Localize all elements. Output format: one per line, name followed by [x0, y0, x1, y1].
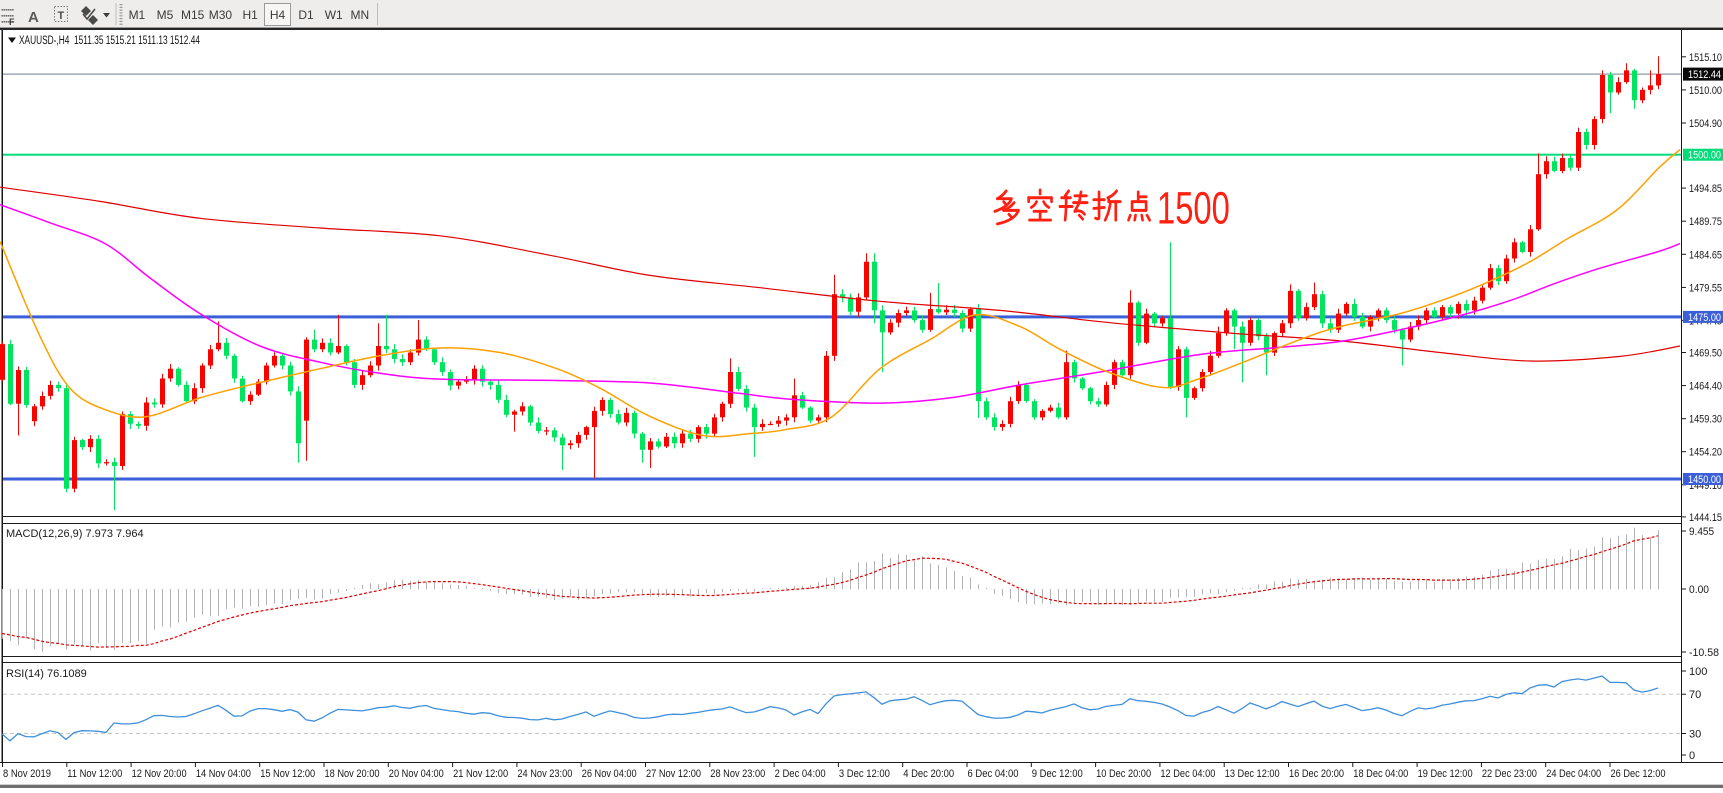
svg-text:28 Nov 23:00: 28 Nov 23:00 [710, 768, 765, 780]
svg-text:H4: H4 [270, 8, 286, 22]
svg-text:2 Dec 04:00: 2 Dec 04:00 [775, 768, 826, 780]
svg-text:10 Dec 20:00: 10 Dec 20:00 [1096, 768, 1151, 780]
svg-text:D1: D1 [298, 8, 314, 22]
svg-text:1500: 1500 [1157, 183, 1230, 233]
svg-text:1464.40: 1464.40 [1689, 381, 1722, 393]
svg-text:1450.00: 1450.00 [1688, 474, 1721, 486]
svg-text:26 Nov 04:00: 26 Nov 04:00 [582, 768, 637, 780]
svg-text:20 Nov 04:00: 20 Nov 04:00 [389, 768, 444, 780]
svg-text:MACD(12,26,9) 7.973 7.964: MACD(12,26,9) 7.973 7.964 [6, 528, 144, 540]
svg-text:1510.00: 1510.00 [1689, 85, 1722, 97]
svg-text:1459.30: 1459.30 [1689, 414, 1722, 426]
svg-text:1475.00: 1475.00 [1688, 312, 1721, 324]
svg-text:1484.65: 1484.65 [1689, 249, 1722, 261]
svg-text:M15: M15 [181, 8, 205, 22]
svg-text:9.455: 9.455 [1689, 526, 1714, 538]
svg-text:-10.58: -10.58 [1689, 647, 1719, 659]
svg-text:27 Nov 12:00: 27 Nov 12:00 [646, 768, 701, 780]
svg-text:16 Dec 20:00: 16 Dec 20:00 [1289, 768, 1344, 780]
svg-text:13 Dec 12:00: 13 Dec 12:00 [1225, 768, 1280, 780]
svg-text:1489.75: 1489.75 [1689, 216, 1722, 228]
svg-text:12 Nov 20:00: 12 Nov 20:00 [132, 768, 187, 780]
svg-text:M5: M5 [157, 8, 174, 22]
svg-text:26 Dec 12:00: 26 Dec 12:00 [1611, 768, 1666, 780]
svg-text:3 Dec 12:00: 3 Dec 12:00 [839, 768, 890, 780]
svg-text:W1: W1 [325, 8, 343, 22]
svg-text:H1: H1 [243, 8, 259, 22]
svg-text:T: T [58, 10, 65, 22]
svg-text:1500.00: 1500.00 [1688, 150, 1721, 162]
svg-text:24 Nov 23:00: 24 Nov 23:00 [517, 768, 572, 780]
svg-text:8 Nov 2019: 8 Nov 2019 [3, 768, 51, 780]
svg-text:1504.90: 1504.90 [1689, 118, 1722, 130]
svg-text:21 Nov 12:00: 21 Nov 12:00 [453, 768, 508, 780]
svg-text:1479.55: 1479.55 [1689, 282, 1722, 294]
svg-text:A: A [28, 9, 39, 26]
svg-text:M30: M30 [209, 8, 233, 22]
svg-text:18 Dec 04:00: 18 Dec 04:00 [1353, 768, 1408, 780]
svg-text:18 Nov 20:00: 18 Nov 20:00 [325, 768, 380, 780]
svg-text:19 Dec 12:00: 19 Dec 12:00 [1418, 768, 1473, 780]
svg-text:22 Dec 23:00: 22 Dec 23:00 [1482, 768, 1537, 780]
svg-text:RSI(14) 76.1089: RSI(14) 76.1089 [6, 668, 87, 680]
svg-text:1515.10: 1515.10 [1689, 52, 1722, 64]
svg-text:70: 70 [1689, 689, 1701, 701]
svg-text:XAUUSD-,H4 1511.35 1515.21 15: XAUUSD-,H4 1511.35 1515.21 1511.13 1512.… [19, 35, 200, 47]
svg-text:F: F [9, 17, 15, 27]
svg-text:9 Dec 12:00: 9 Dec 12:00 [1032, 768, 1083, 780]
svg-text:11 Nov 12:00: 11 Nov 12:00 [67, 768, 122, 780]
svg-text:1444.15: 1444.15 [1689, 512, 1722, 524]
svg-text:1454.20: 1454.20 [1689, 447, 1722, 459]
svg-text:1469.50: 1469.50 [1689, 348, 1722, 360]
svg-text:MN: MN [350, 8, 369, 22]
svg-text:30: 30 [1689, 729, 1701, 741]
svg-text:0.00: 0.00 [1689, 584, 1709, 596]
svg-text:100: 100 [1689, 666, 1707, 678]
svg-text:12 Dec 04:00: 12 Dec 04:00 [1160, 768, 1215, 780]
svg-text:M1: M1 [129, 8, 146, 22]
svg-text:15 Nov 12:00: 15 Nov 12:00 [260, 768, 315, 780]
svg-text:0: 0 [1689, 750, 1695, 762]
svg-text:1512.44: 1512.44 [1688, 69, 1721, 81]
svg-text:1494.85: 1494.85 [1689, 183, 1722, 195]
svg-text:4 Dec 20:00: 4 Dec 20:00 [903, 768, 954, 780]
svg-text:6 Dec 04:00: 6 Dec 04:00 [968, 768, 1019, 780]
svg-text:24 Dec 04:00: 24 Dec 04:00 [1546, 768, 1601, 780]
svg-text:14 Nov 04:00: 14 Nov 04:00 [196, 768, 251, 780]
